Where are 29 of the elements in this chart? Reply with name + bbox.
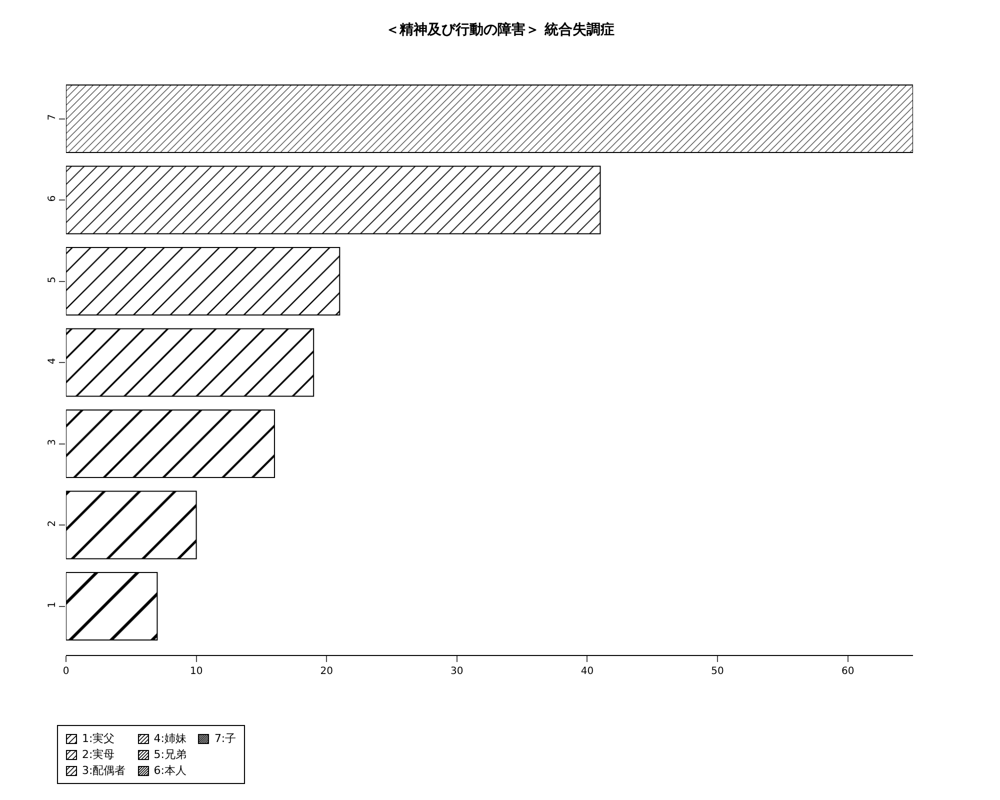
x-tick-label: 50 <box>711 666 724 677</box>
x-tick-label: 20 <box>320 666 333 677</box>
chart-title: ＜精神及び行動の障害＞ 統合失調症 <box>386 20 614 38</box>
text: 3:配偶者 <box>82 763 126 778</box>
text: 6:本人 <box>154 763 186 778</box>
bar <box>66 84 913 153</box>
y-tick-label: 4 <box>47 358 58 364</box>
x-tick-label: 40 <box>580 666 594 677</box>
bar <box>66 166 601 234</box>
bar <box>66 247 340 316</box>
text: 5:兄弟 <box>154 747 186 762</box>
bar <box>66 490 197 560</box>
text: 4:姉妹 <box>154 731 186 746</box>
y-tick-label: 3 <box>47 439 58 446</box>
y-tick-label: 6 <box>47 195 58 202</box>
x-tick-label: 30 <box>450 666 464 677</box>
x-tick-label: 0 <box>62 666 70 677</box>
y-tick-label: 1 <box>47 602 58 608</box>
bar <box>66 572 158 640</box>
text: 1:実父 <box>82 731 115 746</box>
bar <box>66 328 314 397</box>
text: 7:子 <box>214 731 236 746</box>
bar <box>66 410 275 478</box>
y-tick-label: 7 <box>47 114 58 120</box>
x-tick-label: 60 <box>841 666 854 677</box>
y-tick-label: 2 <box>47 520 58 527</box>
text: 2:実母 <box>82 747 115 762</box>
x-tick-label: 10 <box>190 666 203 677</box>
y-tick-label: 5 <box>47 276 58 283</box>
